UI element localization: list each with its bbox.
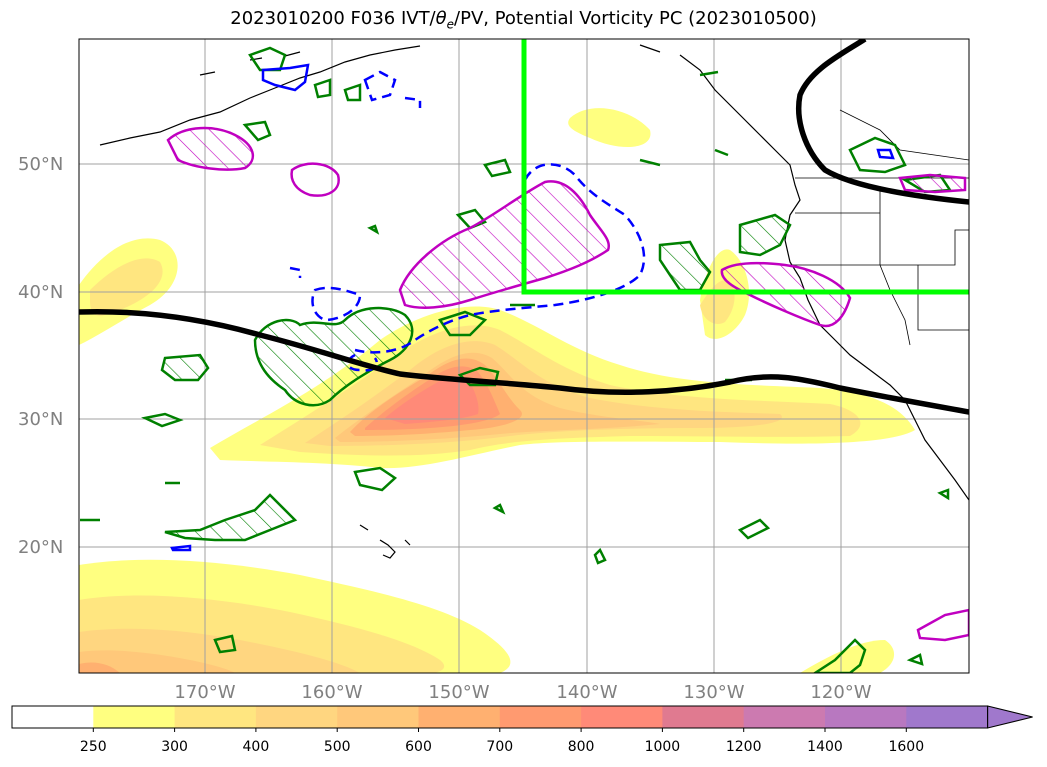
colorbar-extend-arrow — [987, 705, 1033, 729]
colorbar — [11, 705, 1033, 732]
lon-label-170w: 170°W — [174, 682, 236, 703]
lat-label-30n: 30°N — [18, 409, 64, 430]
lat-label-40n: 40°N — [18, 282, 64, 303]
colorbar-segment — [743, 706, 826, 728]
colorbar-tick-label: 1000 — [644, 739, 681, 755]
lon-label-130w: 130°W — [683, 682, 745, 703]
colorbar-segment — [662, 706, 745, 728]
lon-label-160w: 160°W — [301, 682, 363, 703]
colorbar-tick-label: 1400 — [807, 739, 843, 755]
colorbar-tick-label: 500 — [323, 739, 351, 755]
colorbar-segment — [499, 706, 582, 728]
jet-lines — [79, 39, 969, 415]
colorbar-tick-label: 400 — [242, 739, 270, 755]
colorbar-segment — [418, 706, 501, 728]
map-frame — [78, 38, 970, 674]
colorbar-tick-label: 600 — [405, 739, 432, 755]
state-borders — [790, 109, 969, 346]
colorbar-tick-label: 300 — [161, 739, 188, 755]
colorbar-tick-label: 1200 — [725, 739, 762, 755]
pv-contours-magenta — [166, 126, 969, 642]
colorbar-segment — [93, 706, 176, 728]
colorbar-tick-label: 1600 — [888, 739, 925, 755]
colorbar-segment — [906, 706, 989, 728]
lon-label-150w: 150°W — [428, 682, 490, 703]
lat-label-50n: 50°N — [18, 154, 64, 175]
map-title: 2023010200 F036 IVT/θe/PV, Potential Vor… — [230, 8, 817, 32]
colorbar-segment — [581, 706, 663, 728]
colorbar-segment — [255, 706, 338, 728]
colorbar-tick-label: 250 — [79, 739, 107, 755]
colorbar-segment — [174, 706, 257, 728]
colorbar-tick-label: 800 — [567, 739, 595, 755]
region-box — [521, 39, 969, 295]
lon-label-120w: 120°W — [810, 682, 872, 703]
colorbar-tick-label: 700 — [486, 739, 514, 755]
colorbar-segment — [12, 706, 94, 728]
lat-label-20n: 20°N — [18, 537, 64, 558]
lon-label-140w: 140°W — [556, 682, 618, 703]
colorbar-segment — [825, 706, 907, 728]
colorbar-segment — [337, 706, 419, 728]
